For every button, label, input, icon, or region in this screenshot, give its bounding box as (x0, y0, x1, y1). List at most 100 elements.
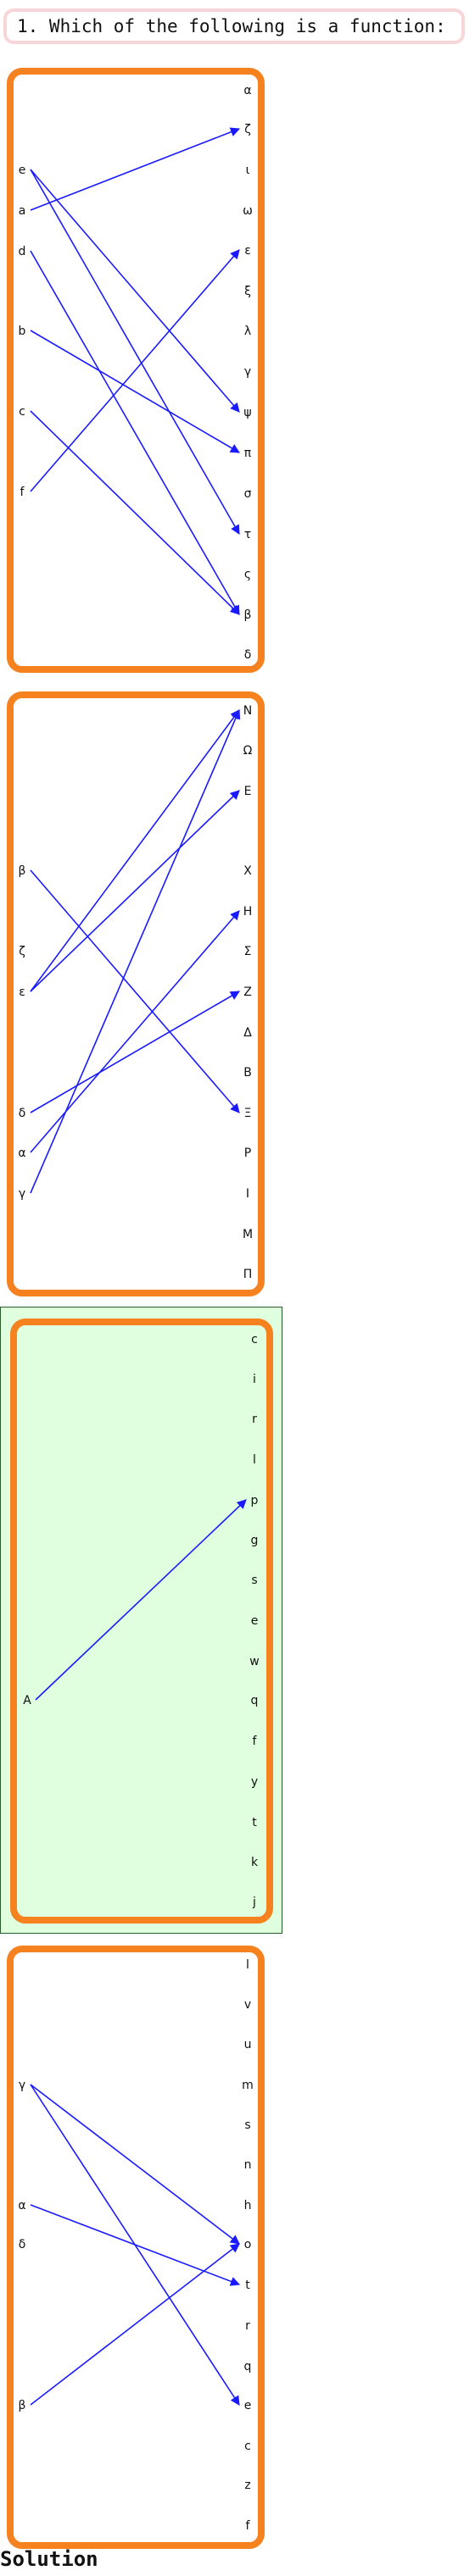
option-1-codomain-label: α (243, 84, 251, 97)
option-2-codomain-label: Χ (243, 864, 252, 878)
option-2-domain-label: γ (19, 1187, 25, 1201)
option-1-panel[interactable] (7, 68, 265, 673)
option-3-codomain-label: j (252, 1896, 256, 1909)
option-4-codomain-label: r (245, 2319, 250, 2333)
option-4-codomain-label: n (244, 2158, 252, 2172)
option-1-codomain-label: σ (244, 487, 252, 501)
option-4-codomain-label: m (242, 2079, 254, 2092)
option-3-domain-label: A (23, 1694, 31, 1707)
option-4-mapping-arrow (30, 2084, 240, 2245)
option-3-panel[interactable] (10, 1319, 273, 1924)
option-4-codomain-label: u (244, 2038, 252, 2051)
option-3-codomain-label: g (251, 1534, 259, 1547)
option-4-codomain-label: s (244, 2118, 250, 2132)
option-4-domain-label: α (18, 2199, 25, 2212)
option-4-mapping-arrow (30, 2204, 241, 2286)
option-4-panel[interactable] (7, 1946, 265, 2549)
option-1-codomain-label: λ (244, 325, 251, 338)
option-3-codomain-label: i (253, 1373, 256, 1386)
option-3-codomain-label: c (251, 1333, 258, 1346)
option-2-domain-label: ζ (19, 945, 25, 958)
question-box: 1. Which of the following is a function: (3, 8, 465, 44)
option-2-panel[interactable] (7, 691, 265, 1296)
option-1-codomain-label: π (244, 447, 252, 460)
option-1-codomain-label: ψ (243, 406, 251, 419)
option-1-mapping-arrow (30, 127, 241, 211)
option-2-codomain-label: N (243, 704, 252, 718)
option-2-codomain-label: Ω (243, 744, 253, 758)
option-1-codomain-label: ω (243, 204, 253, 218)
option-2-codomain-label: E (244, 785, 252, 798)
option-1-mapping-arrow (30, 250, 240, 615)
option-3-codomain-label: k (251, 1856, 259, 1869)
option-3-mapping-arrow (35, 1499, 247, 1701)
solution-heading: Solution (0, 2547, 98, 2571)
option-4-codomain-label: v (244, 1998, 251, 2012)
option-2-codomain-label: Δ (243, 1026, 252, 1040)
option-2-mapping-arrow (30, 869, 240, 1113)
option-3-codomain-label: q (251, 1694, 259, 1707)
option-1-codomain-label: δ (244, 648, 252, 662)
option-1-codomain-label: ξ (244, 285, 251, 298)
option-3-codomain-label: l (253, 1453, 256, 1467)
option-3-codomain-label: w (249, 1655, 259, 1668)
option-1-codomain-label: ζ (244, 123, 251, 136)
option-2-codomain-label: H (243, 905, 253, 919)
option-2-codomain-label: Z (243, 985, 252, 999)
option-2-codomain-label: M (243, 1228, 253, 1241)
option-3-codomain-label: r (252, 1413, 257, 1426)
option-1-mapping-arrow (30, 169, 240, 535)
option-3-codomain-label: y (251, 1775, 258, 1789)
option-2-domain-label: α (18, 1146, 25, 1160)
option-1-mapping-arrow (30, 249, 240, 492)
option-2-codomain-label: Ξ (244, 1107, 252, 1120)
option-1-codomain-label: ς (244, 568, 251, 581)
option-2-mapping-arrow (30, 991, 240, 1113)
option-1-codomain-label: γ (244, 365, 251, 379)
option-1-domain-label: f (20, 486, 25, 499)
option-1-domain-label: c (19, 405, 25, 419)
option-2-mapping-arrow (30, 708, 241, 1194)
option-4-codomain-label: z (244, 2479, 250, 2492)
option-4-codomain-label: q (244, 2360, 252, 2373)
option-2-domain-label: ε (19, 985, 25, 999)
option-1-domain-label: e (19, 164, 26, 177)
option-1-mapping-arrow (30, 410, 240, 615)
option-1-mapping-arrow (30, 169, 240, 413)
option-2-domain-label: δ (19, 1107, 26, 1120)
option-1-domain-label: d (19, 245, 26, 258)
question-text: 1. Which of the following is a function: (17, 16, 446, 36)
option-2-codomain-label: I (246, 1187, 249, 1201)
option-2-codomain-label: Π (243, 1268, 253, 1281)
option-4-domain-label: δ (19, 2238, 26, 2251)
option-2-domain-label: β (19, 864, 26, 878)
option-4-codomain-label: l (246, 1958, 249, 1972)
option-2-mapping-arrow (30, 790, 240, 992)
option-1-codomain-label: β (244, 608, 252, 622)
option-3-codomain-label: e (251, 1614, 259, 1628)
option-4-domain-label: β (19, 2399, 26, 2412)
option-3-codomain-label: f (253, 1735, 258, 1748)
option-1-codomain-label: τ (244, 528, 251, 541)
option-4-codomain-label: c (244, 2440, 251, 2453)
option-1-domain-label: b (19, 325, 26, 338)
option-4-codomain-label: t (245, 2279, 250, 2292)
option-1-mapping-arrow (30, 330, 240, 453)
option-2-codomain-label: Σ (244, 945, 252, 958)
option-2-mapping-arrow (30, 709, 240, 992)
option-3-selected-background (0, 1307, 282, 1934)
option-4-domain-label: γ (19, 2079, 25, 2092)
option-4-codomain-label: h (244, 2199, 252, 2212)
option-4-codomain-label: f (246, 2519, 251, 2533)
option-2-codomain-label: B (243, 1066, 252, 1080)
option-3-codomain-label: t (252, 1816, 257, 1829)
option-3-codomain-label: s (251, 1574, 257, 1587)
option-3-codomain-label: p (251, 1494, 259, 1507)
option-4-codomain-label: o (244, 2238, 252, 2251)
option-4-mapping-arrow (30, 2243, 240, 2406)
option-4-codomain-label: e (244, 2399, 252, 2412)
